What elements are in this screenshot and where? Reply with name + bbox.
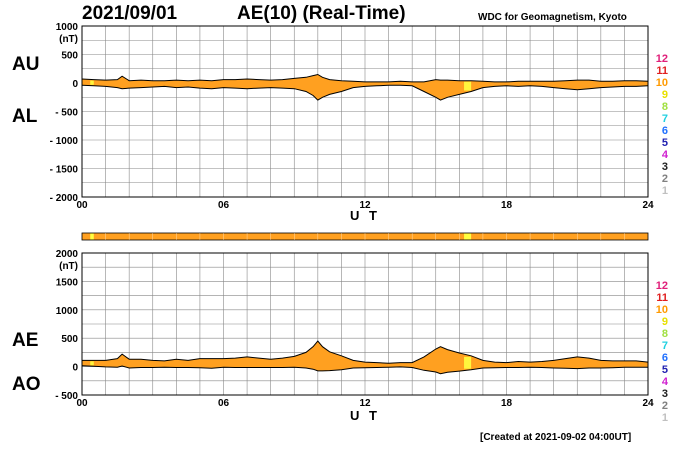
x-axis-label: U T <box>350 408 380 423</box>
plot-frame-1 <box>81 252 649 396</box>
x-tick-label: 18 <box>501 200 513 211</box>
plot-highlight-stripe <box>90 361 94 366</box>
y-tick-label: - 1000 <box>50 136 79 147</box>
legend-item: 4 <box>662 149 669 161</box>
x-tick-label: 00 <box>76 398 88 409</box>
legend-item: 1 <box>662 185 668 197</box>
series-line-AU <box>81 73 649 83</box>
x-tick-label: 24 <box>642 200 654 211</box>
created-timestamp: [Created at 2021-09-02 04:00UT] <box>480 432 632 443</box>
x-tick-label: 06 <box>218 398 230 409</box>
y-unit-label: (nT) <box>59 34 78 45</box>
legend-item: 11 <box>656 292 668 304</box>
legend-item: 1 <box>662 412 668 424</box>
legend-item: 7 <box>662 340 668 352</box>
legend-item: 11 <box>656 65 668 77</box>
y-tick-label: 500 <box>61 51 78 62</box>
chart-title: AE(10) (Real-Time) <box>237 3 406 24</box>
plot-highlight-stripe <box>464 81 472 91</box>
chart-date: 2021/09/01 <box>82 3 178 24</box>
y-tick-label: - 1500 <box>50 165 79 176</box>
y-tick-label: - 2000 <box>50 193 79 204</box>
y-tick-label: 0 <box>72 363 78 374</box>
y-tick-label: 1000 <box>56 22 79 33</box>
availability-highlight <box>90 233 94 240</box>
plot-highlight-stripe <box>464 356 472 369</box>
x-tick-label: 06 <box>218 200 230 211</box>
plot-highlight-stripe <box>90 80 94 85</box>
plot-frame-0 <box>81 25 649 198</box>
x-tick-label: 00 <box>76 200 88 211</box>
legend-item: 8 <box>662 328 668 340</box>
legend-item: 7 <box>662 113 668 125</box>
legend-item: 5 <box>662 137 668 149</box>
series-label-AE: AE <box>12 330 38 351</box>
x-tick-label: 18 <box>501 398 513 409</box>
series-line-AE <box>82 340 649 364</box>
legend-item: 2 <box>662 400 668 412</box>
legend-item: 9 <box>662 316 668 328</box>
availability-highlight <box>464 233 472 240</box>
x-axis-label: U T <box>350 208 380 223</box>
legend-item: 8 <box>662 101 668 113</box>
legend-item: 5 <box>662 364 668 376</box>
legend-item: 9 <box>662 89 668 101</box>
legend-item: 3 <box>662 161 668 173</box>
y-tick-label: 1500 <box>56 277 79 288</box>
y-tick-label: 2000 <box>56 249 79 260</box>
y-tick-label: - 500 <box>55 391 78 402</box>
legend-item: 4 <box>662 376 669 388</box>
series-line-AL <box>81 84 649 101</box>
series-label-AU: AU <box>12 54 39 75</box>
legend-item: 12 <box>656 53 668 65</box>
legend-item: 12 <box>656 280 668 292</box>
y-tick-label: - 500 <box>55 108 78 119</box>
legend-item: 6 <box>662 125 668 137</box>
legend-item: 6 <box>662 352 668 364</box>
x-tick-label: 24 <box>642 398 654 409</box>
legend-item: 3 <box>662 388 668 400</box>
series-label-AO: AO <box>12 374 41 395</box>
series-line-AO <box>81 365 648 375</box>
envelope-fill-1 <box>82 341 648 374</box>
x-tick-label: 12 <box>359 200 371 211</box>
legend-item: 10 <box>656 304 668 316</box>
envelope-fill-0 <box>82 74 648 101</box>
y-tick-label: 0 <box>72 79 78 90</box>
legend-item: 10 <box>656 77 668 89</box>
y-tick-label: 1000 <box>56 306 79 317</box>
y-tick-label: 500 <box>61 334 78 345</box>
x-tick-label: 12 <box>359 398 371 409</box>
y-unit-label: (nT) <box>59 261 78 272</box>
organization-label: WDC for Geomagnetism, Kyoto <box>478 12 627 23</box>
legend-item: 2 <box>662 173 668 185</box>
series-label-AL: AL <box>12 106 38 127</box>
